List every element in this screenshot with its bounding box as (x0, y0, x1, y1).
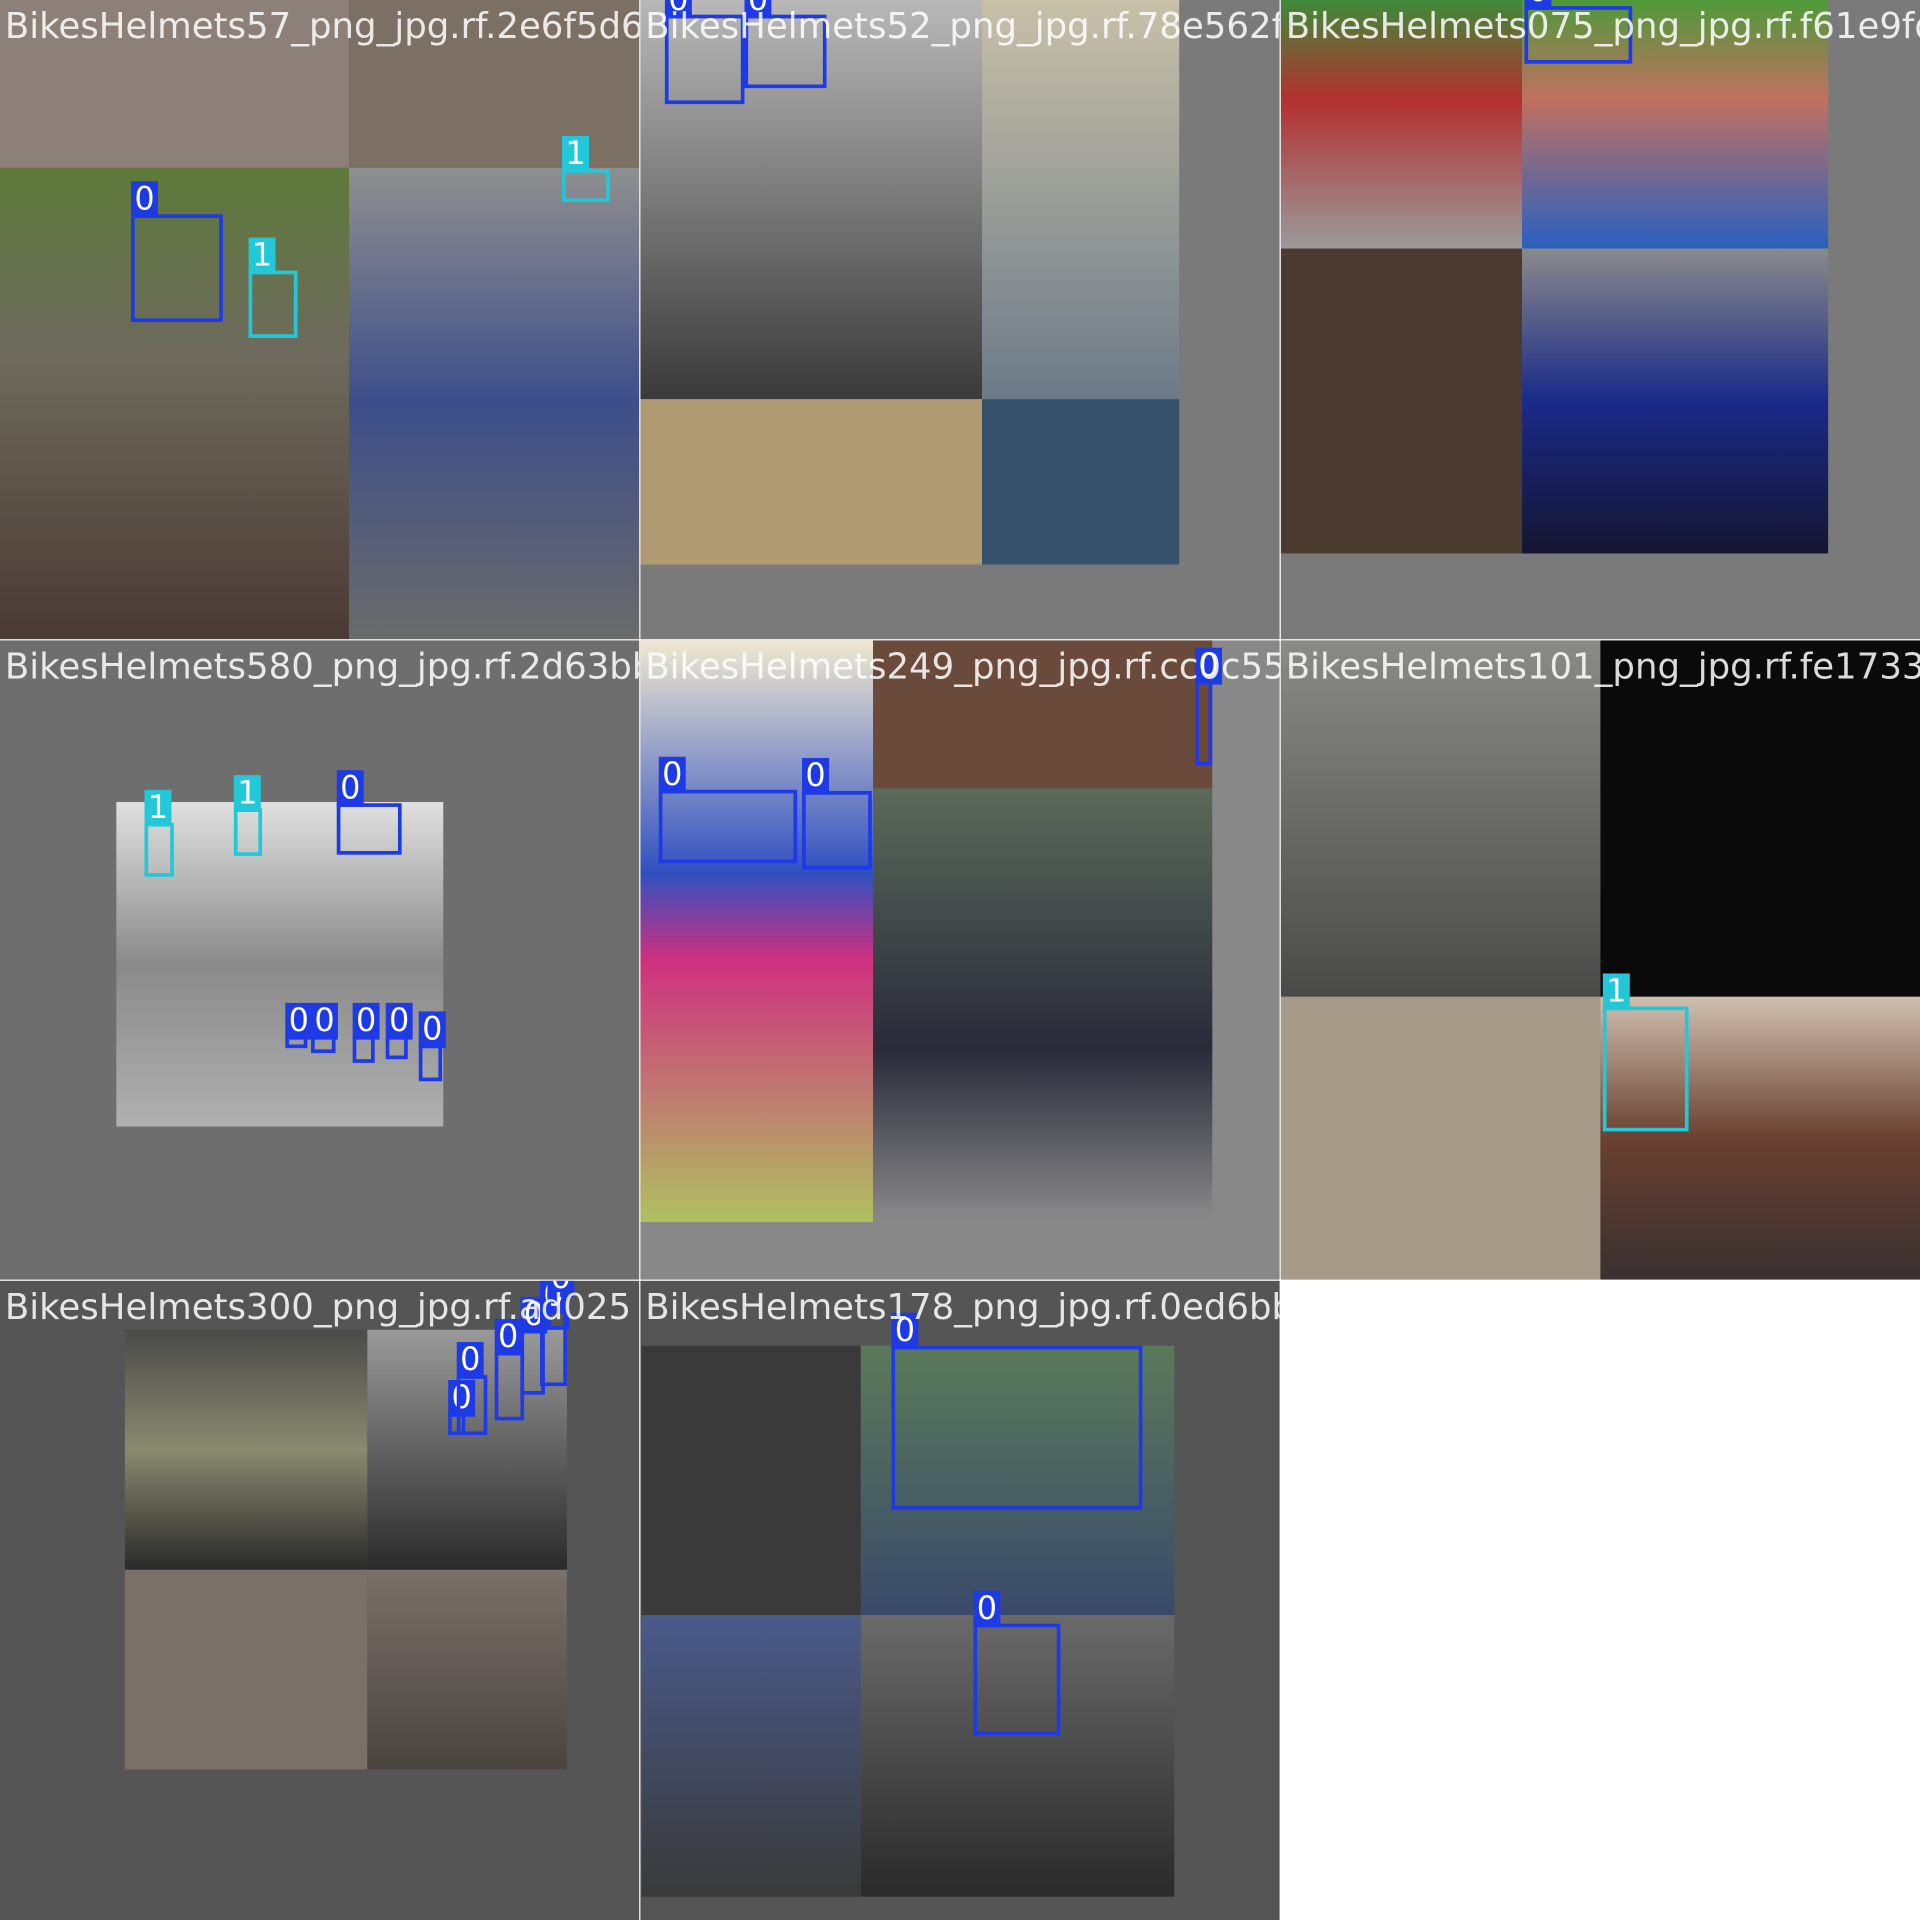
bounding-box: 0 (802, 757, 872, 870)
bounding-box: 0 (973, 1590, 1061, 1736)
photo (1600, 996, 1920, 1280)
photo (641, 1615, 861, 1897)
photo (640, 399, 983, 565)
bounding-box: 1 (144, 789, 174, 877)
bounding-box: 0 (418, 1011, 446, 1082)
class-label: 0 (547, 1280, 575, 1297)
photo (367, 1569, 567, 1770)
bounding-box: 0 (1195, 647, 1223, 766)
class-label: 0 (973, 1590, 1001, 1628)
tile: 000000BikesHelmets300_png_jpg.rf.ad025 (0, 1280, 640, 1920)
bounding-box: 0 (131, 181, 223, 323)
filename: BikesHelmets101_png_jpg.rf.fe1733c (1285, 645, 1920, 687)
tile: 1 BikesHelmets101_png_jpg.rf.fe1733c (1280, 640, 1920, 1280)
class-label: 0 (385, 1002, 413, 1040)
class-label: 0 (456, 1342, 484, 1379)
class-label: 1 (233, 775, 261, 812)
bounding-box: 0 (1524, 0, 1633, 64)
bounding-box: 0 (352, 1002, 380, 1063)
bounding-box: 0 (658, 756, 798, 864)
bounding-box: 0 (448, 1380, 476, 1436)
class-label: 0 (1524, 0, 1552, 10)
filename: BikesHelmets580_png_jpg.rf.2d63bb1 (4, 645, 640, 687)
filename: BikesHelmets178_png_jpg.rf.0ed6bbd1b437f (645, 1285, 1279, 1328)
photo (124, 1569, 368, 1770)
photo (0, 0, 349, 168)
tile: 00BikesHelmets178_png_jpg.rf.0ed6bbd1b43… (640, 1280, 1280, 1920)
photo (640, 640, 874, 1223)
bounding-box: 1 (248, 237, 298, 338)
class-label: 0 (1195, 647, 1223, 685)
bounding-box: 0 (285, 1002, 313, 1049)
bounding-box: 0 (336, 770, 402, 855)
bounding-box: 1 (1602, 973, 1689, 1132)
photo (1280, 996, 1601, 1280)
photo (348, 167, 640, 640)
photo (640, 0, 983, 400)
photo (982, 399, 1180, 565)
tile: 0BikesHelmets075_png_jpg.rf.f61e9fd8 (1280, 0, 1920, 640)
bounding-box: 0 (744, 0, 827, 89)
class-label: 0 (311, 1002, 338, 1040)
class-label: 1 (562, 135, 589, 173)
class-label: 0 (448, 1380, 476, 1417)
photo (1280, 248, 1523, 554)
photo (1600, 640, 1920, 997)
class-label: 1 (248, 237, 276, 275)
tile: 0 0 0 BikesHelmets249_png_jpg.rf.cc0c55 (640, 640, 1280, 1280)
tile: 0 0 BikesHelmets52_png_jpg.rf.78e562fc (640, 0, 1280, 640)
photo (873, 788, 1213, 1223)
photo (1522, 248, 1829, 554)
photo (1280, 0, 1523, 249)
class-label: 1 (144, 789, 172, 827)
class-label: 0 (891, 1312, 919, 1350)
bounding-box: 1 (562, 135, 610, 203)
photo (860, 1615, 1175, 1897)
photo (348, 0, 640, 168)
class-label: 0 (336, 770, 364, 807)
bounding-box: 1 (233, 775, 263, 856)
filename: BikesHelmets249_png_jpg.rf.cc0c55 (645, 645, 1280, 687)
class-label: 0 (802, 757, 829, 795)
bounding-box: 0 (311, 1002, 338, 1054)
bounding-box: 0 (664, 0, 745, 105)
filename: BikesHelmets52_png_jpg.rf.78e562fc (645, 4, 1280, 47)
photo (124, 1329, 368, 1570)
photo (1280, 640, 1601, 997)
class-label: 0 (131, 181, 158, 218)
bounding-box: 0 (385, 1002, 413, 1060)
class-label: 0 (352, 1002, 380, 1040)
class-label: 0 (285, 1002, 313, 1040)
tile: 0 1 1 BikesHelmets57_png_jpg.rf.2e6f5d648 (0, 0, 640, 640)
class-label: 0 (494, 1318, 522, 1356)
filename: BikesHelmets075_png_jpg.rf.f61e9fd8 (1285, 4, 1920, 47)
photo (641, 1345, 861, 1616)
photo (982, 0, 1180, 400)
class-label: 0 (658, 756, 686, 794)
class-label: 0 (664, 0, 692, 19)
filename: BikesHelmets300_png_jpg.rf.ad025 (4, 1285, 632, 1328)
class-label: 1 (1602, 973, 1630, 1011)
filename: BikesHelmets57_png_jpg.rf.2e6f5d648 (4, 4, 640, 47)
tile: 1 1 0 0 0 0 0 0 BikesHelmets580_png_jpg.rf.2d63b… (0, 640, 640, 1280)
bounding-box: 0 (547, 1280, 575, 1330)
class-label: 0 (744, 0, 772, 19)
class-label: 0 (418, 1011, 446, 1049)
bounding-box: 0 (456, 1342, 488, 1436)
photo (1522, 0, 1829, 249)
bounding-box: 0 (891, 1312, 1143, 1510)
photo (860, 1345, 1175, 1616)
photo (0, 167, 349, 640)
photo (873, 640, 1213, 789)
